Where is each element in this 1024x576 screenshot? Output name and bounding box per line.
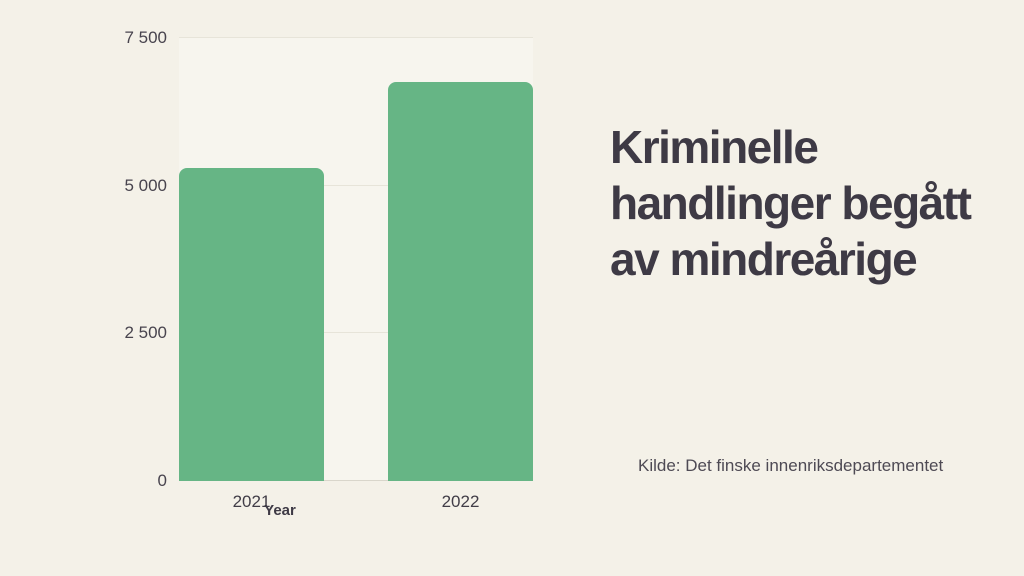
plot-area: 0 2 500 5 000 7 500 2021 2022 — [124, 29, 533, 511]
x-tick-label: 2022 — [441, 492, 480, 511]
y-tick-label: 0 — [157, 471, 167, 490]
y-gridline — [179, 184, 533, 186]
y-tick-label: 2 500 — [124, 323, 167, 343]
chart-title: Kriminelle handlinger begått av mindreår… — [610, 121, 972, 285]
text-panel: Kriminelle handlinger begått av mindreår… — [610, 0, 1024, 576]
x-tick-label: 2021 — [232, 492, 271, 511]
y-gridline — [179, 480, 533, 481]
bar-2022 — [388, 82, 533, 481]
y-tick-label: 7 500 — [124, 28, 167, 47]
x-axis-title: Year — [264, 502, 296, 519]
y-gridline — [179, 37, 533, 38]
bar-chart: 0 2 500 5 000 7 500 2021 2022 Year — [124, 29, 533, 519]
bar-2021 — [179, 168, 324, 481]
y-gridline — [179, 332, 533, 334]
source-note: Kilde: Det finske innenriksdepartementet — [638, 456, 944, 475]
y-tick-label: 5 000 — [124, 175, 167, 195]
